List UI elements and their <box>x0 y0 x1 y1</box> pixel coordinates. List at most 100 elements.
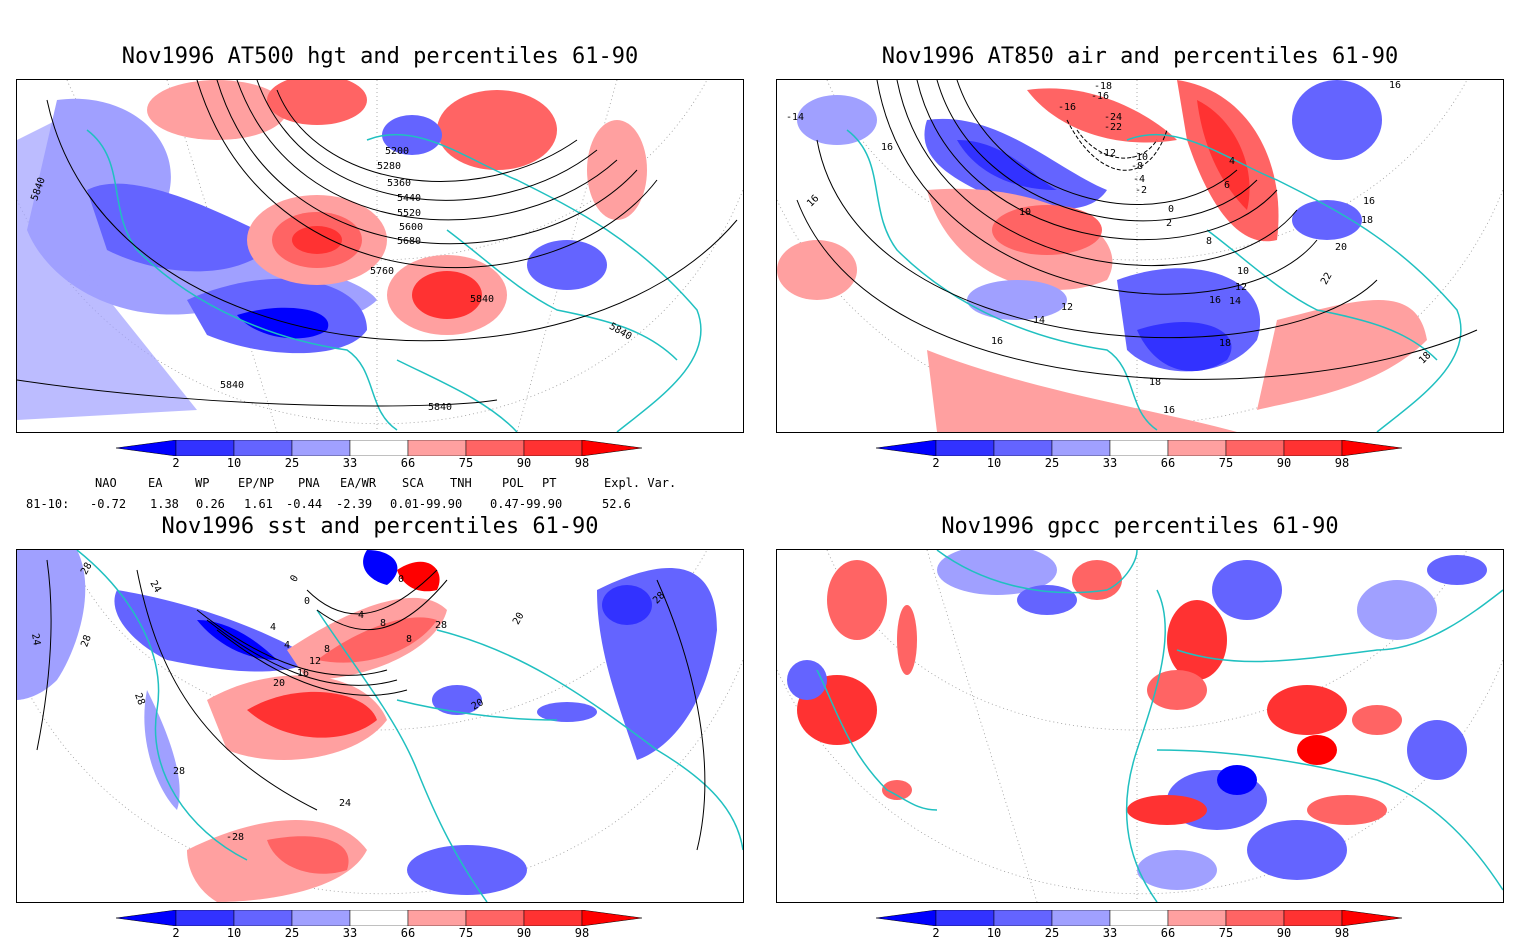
colorbar-label: 25 <box>1044 456 1060 470</box>
contour-label: 12 <box>1061 302 1073 313</box>
colorbar-label: 98 <box>1334 926 1350 940</box>
contour-label: 5840 <box>220 380 244 391</box>
colorbar-label: 66 <box>1160 926 1176 940</box>
grid-lines <box>777 550 1503 902</box>
air-contours <box>796 80 1478 380</box>
colorbar-swatch <box>233 439 293 457</box>
colorbar-swatch <box>523 909 583 927</box>
contour-label: -8 <box>1131 161 1143 172</box>
index-value: 1.61 <box>244 497 273 511</box>
map-panel-air850: -18 -16 -16 -24 -22 -12 -10 -8 -4 -2 0 2… <box>776 79 1504 433</box>
colorbar-swatches <box>115 909 643 927</box>
contour-label: 4 <box>358 610 364 621</box>
contour-label: 22 <box>1319 271 1335 287</box>
percentile-shading <box>17 550 717 902</box>
colorbar-swatch <box>1051 909 1111 927</box>
colorbar-label: 90 <box>516 926 532 940</box>
colorbar-swatch <box>115 909 177 927</box>
contour-label: 0 <box>289 573 302 584</box>
contour-label: 28 <box>132 692 146 707</box>
coastlines <box>76 550 743 902</box>
colorbar-label: 90 <box>516 456 532 470</box>
colorbar-label: 66 <box>400 926 416 940</box>
contour-label: 5760 <box>370 266 394 277</box>
contour-label: 16 <box>805 193 821 209</box>
contour-label: 20 <box>511 611 527 627</box>
panel-title-hgt500: Nov1996 AT500 hgt and percentiles 61-90 <box>121 44 639 69</box>
colorbar-label: 75 <box>458 926 474 940</box>
contour-label: 18 <box>1417 350 1433 366</box>
colorbar-swatch <box>233 909 293 927</box>
colorbar-swatch <box>1109 439 1169 457</box>
contour-label: -28 <box>226 832 244 843</box>
index-header: PT <box>542 476 557 490</box>
colorbar-swatch <box>465 909 525 927</box>
contour-label: 5200 <box>385 146 409 157</box>
colorbar-label: 2 <box>172 456 180 470</box>
colorbar-label: 2 <box>932 456 940 470</box>
colorbar-swatch <box>1167 909 1227 927</box>
index-value: -0.44 <box>286 497 323 511</box>
colorbar-bottom-left: 2 10 25 33 66 75 90 98 <box>115 909 646 940</box>
index-value: 0.47-99.90 <box>490 497 563 511</box>
contour-label: 16 <box>1209 295 1221 306</box>
colorbar-swatch <box>935 439 995 457</box>
colorbar-label: 25 <box>284 456 300 470</box>
colorbar-label: 75 <box>458 456 474 470</box>
colorbar-bottom-right: 2 10 25 33 66 75 90 98 <box>875 909 1406 940</box>
colorbar-label: 75 <box>1218 926 1234 940</box>
index-value: 1.38 <box>150 497 179 511</box>
colorbar-swatch <box>993 909 1053 927</box>
contour-label: 10 <box>1237 266 1249 277</box>
contour-label: 16 <box>297 668 309 679</box>
colorbar-swatch <box>407 909 467 927</box>
map-panel-hgt500: 5200 5280 5360 5440 5520 5600 5680 5760 … <box>16 79 744 433</box>
contour-label: 28 <box>79 561 95 577</box>
contour-label: 20 <box>470 697 486 713</box>
percentile-shading <box>787 550 1487 890</box>
colorbar-label: 10 <box>226 456 242 470</box>
contour-label: 6 <box>1224 180 1230 191</box>
contour-label: 0 <box>304 596 310 607</box>
map-air850: -18 -16 -16 -24 -22 -12 -10 -8 -4 -2 0 2… <box>777 80 1503 432</box>
contour-label: 5840 <box>470 294 494 305</box>
colorbar-swatch <box>1225 909 1285 927</box>
contour-label: 16 <box>991 336 1003 347</box>
contour-label: 24 <box>29 633 42 647</box>
contour-label: -16 <box>1091 91 1109 102</box>
colorbar-swatch <box>291 909 351 927</box>
index-header: Expl. Var. <box>604 476 677 490</box>
contour-label: 16 <box>1363 196 1375 207</box>
colorbar-top-left: 2 10 25 33 66 75 90 98 <box>115 439 646 472</box>
index-value: 0.26 <box>196 497 225 511</box>
contour-label: -22 <box>1104 122 1122 133</box>
colorbar-label: 66 <box>400 456 416 470</box>
sst-contours <box>36 559 706 851</box>
contour-label: 5680 <box>397 236 421 247</box>
contour-label: 4 <box>270 622 276 633</box>
contour-label: 12 <box>309 656 321 667</box>
contour-label: 10 <box>1019 207 1031 218</box>
panel-title-sst: Nov1996 sst and percentiles 61-90 <box>161 514 599 539</box>
index-header: SCA <box>402 476 424 490</box>
colorbar-label: 98 <box>574 456 590 470</box>
percentile-shading <box>777 80 1427 432</box>
index-header: EA <box>148 476 163 490</box>
colorbar-top-right: 2 10 25 33 66 75 90 98 <box>875 439 1406 472</box>
contour-label: 24 <box>339 798 351 809</box>
colorbar-swatch <box>349 439 409 457</box>
contour-label: 18 <box>1219 338 1231 349</box>
colorbar-label: 10 <box>986 456 1002 470</box>
index-value: 52.6 <box>602 497 631 511</box>
colorbar-swatch <box>523 439 583 457</box>
index-value: -0.72 <box>90 497 127 511</box>
contour-label: 28 <box>79 634 93 649</box>
panel-title-air850: Nov1996 AT850 air and percentiles 61-90 <box>881 44 1399 69</box>
colorbar-swatch <box>581 909 643 927</box>
contour-label: 0 <box>1168 204 1174 215</box>
map-sst: 28 24 24 28 28 28 28 0 0 0 4 4 4 8 8 8 1… <box>17 550 743 902</box>
colorbar-label: 98 <box>574 926 590 940</box>
colorbar-swatch <box>875 909 937 927</box>
colorbar-swatch <box>935 909 995 927</box>
map-hgt500: 5200 5280 5360 5440 5520 5600 5680 5760 … <box>17 80 743 432</box>
